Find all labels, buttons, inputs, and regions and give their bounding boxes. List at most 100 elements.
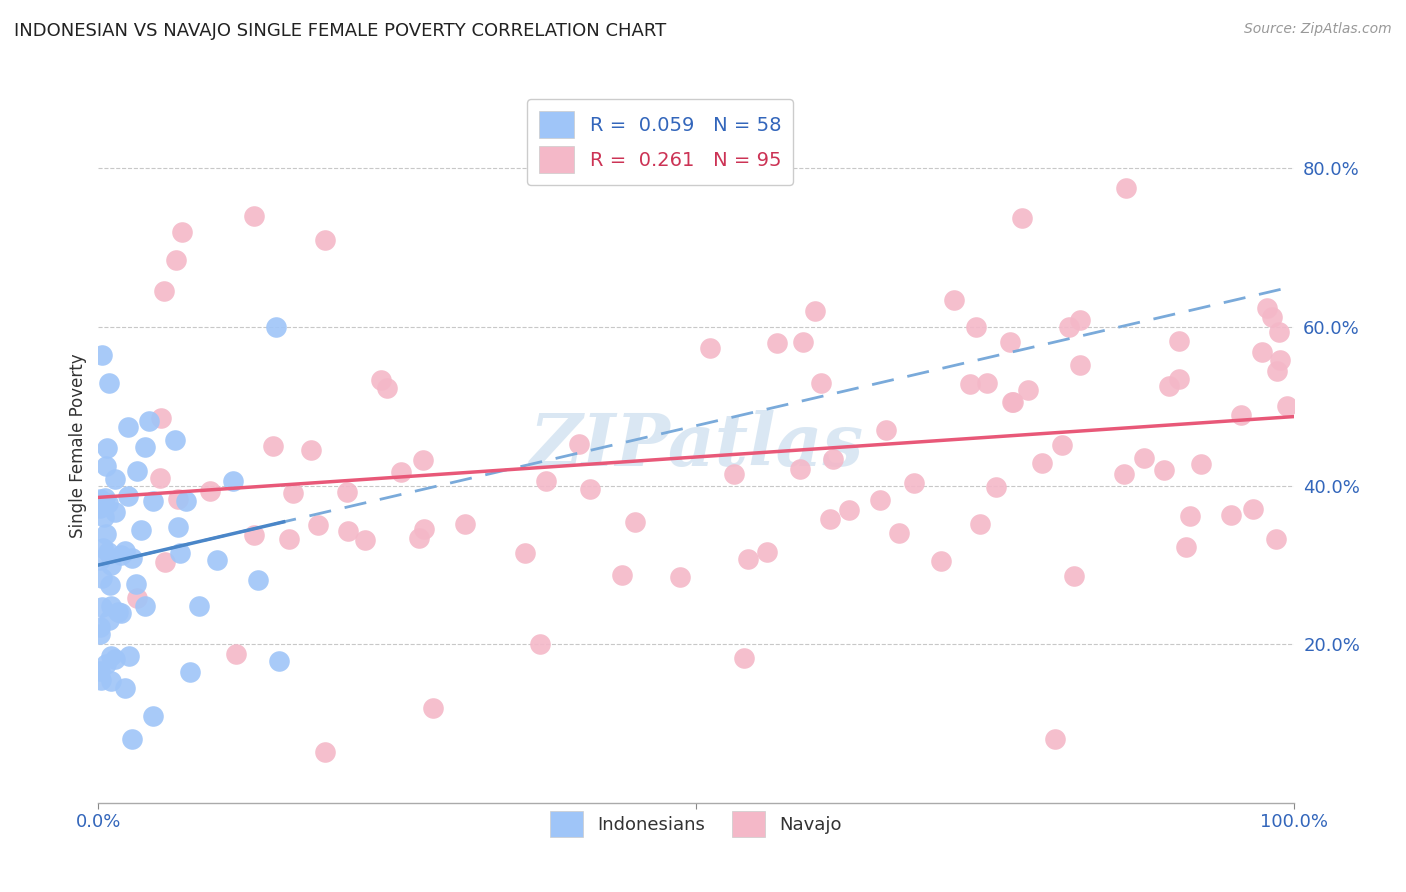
Point: [187, 599, 209, 613]
Point: [624, 516, 647, 530]
Point: [246, 573, 269, 587]
Point: [225, 647, 247, 661]
Point: [97, 545, 120, 559]
Point: [129, 523, 152, 537]
Point: [976, 376, 998, 390]
Point: [1268, 325, 1291, 339]
Point: [89, 620, 111, 634]
Point: [1241, 501, 1264, 516]
Y-axis label: Single Female Poverty: Single Female Poverty: [69, 354, 87, 538]
Text: ZIPatlas: ZIPatlas: [529, 410, 863, 482]
Point: [804, 304, 827, 318]
Point: [534, 475, 557, 489]
Point: [267, 654, 290, 668]
Point: [869, 493, 891, 508]
Point: [1275, 399, 1298, 413]
Point: [375, 381, 398, 395]
Point: [243, 209, 266, 223]
Point: [198, 483, 221, 498]
Point: [669, 570, 692, 584]
Point: [117, 419, 139, 434]
Point: [1256, 301, 1278, 315]
Point: [1011, 211, 1033, 225]
Point: [242, 528, 264, 542]
Point: [283, 486, 305, 500]
Point: [94, 458, 117, 473]
Point: [104, 651, 127, 665]
Point: [307, 518, 329, 533]
Point: [969, 516, 991, 531]
Point: [875, 423, 897, 437]
Point: [91, 571, 114, 585]
Point: [1168, 334, 1191, 348]
Point: [1115, 181, 1137, 195]
Point: [1063, 569, 1085, 583]
Point: [176, 494, 198, 508]
Point: [610, 567, 633, 582]
Point: [314, 745, 336, 759]
Point: [97, 613, 120, 627]
Point: [117, 489, 139, 503]
Point: [90, 348, 112, 362]
Point: [100, 649, 122, 664]
Point: [389, 465, 412, 479]
Point: [370, 373, 392, 387]
Point: [114, 681, 136, 695]
Point: [89, 627, 111, 641]
Legend: Indonesians, Navajo: Indonesians, Navajo: [543, 804, 849, 844]
Point: [755, 545, 778, 559]
Point: [1261, 310, 1284, 324]
Point: [1043, 732, 1066, 747]
Point: [153, 285, 176, 299]
Point: [1168, 372, 1191, 386]
Point: [89, 552, 111, 566]
Point: [823, 451, 845, 466]
Point: [98, 578, 121, 592]
Point: [179, 665, 201, 679]
Point: [100, 558, 122, 572]
Point: [100, 599, 122, 613]
Point: [513, 545, 536, 559]
Point: [1175, 540, 1198, 554]
Point: [96, 441, 118, 455]
Point: [264, 320, 287, 334]
Point: [94, 657, 117, 671]
Point: [94, 491, 117, 505]
Point: [723, 467, 745, 481]
Point: [98, 376, 121, 390]
Point: [222, 474, 245, 488]
Point: [94, 526, 117, 541]
Point: [169, 546, 191, 560]
Point: [124, 577, 146, 591]
Point: [97, 496, 120, 510]
Point: [1267, 364, 1289, 378]
Point: [998, 334, 1021, 349]
Point: [277, 532, 299, 546]
Point: [1114, 467, 1136, 481]
Point: [121, 551, 143, 566]
Point: [766, 335, 789, 350]
Point: [89, 664, 111, 678]
Point: [929, 554, 952, 568]
Point: [454, 517, 477, 532]
Point: [138, 414, 160, 428]
Point: [1001, 395, 1024, 409]
Point: [792, 334, 814, 349]
Point: [1251, 344, 1274, 359]
Point: [1219, 508, 1241, 522]
Point: [959, 376, 981, 391]
Point: [1069, 358, 1091, 372]
Point: [205, 553, 228, 567]
Point: [163, 434, 186, 448]
Point: [121, 732, 143, 747]
Point: [100, 673, 122, 688]
Point: [1001, 394, 1024, 409]
Point: [134, 440, 156, 454]
Point: [89, 492, 111, 507]
Point: [1189, 457, 1212, 471]
Point: [578, 482, 600, 496]
Point: [172, 225, 194, 239]
Point: [90, 673, 112, 687]
Text: INDONESIAN VS NAVAJO SINGLE FEMALE POVERTY CORRELATION CHART: INDONESIAN VS NAVAJO SINGLE FEMALE POVER…: [14, 22, 666, 40]
Point: [838, 502, 860, 516]
